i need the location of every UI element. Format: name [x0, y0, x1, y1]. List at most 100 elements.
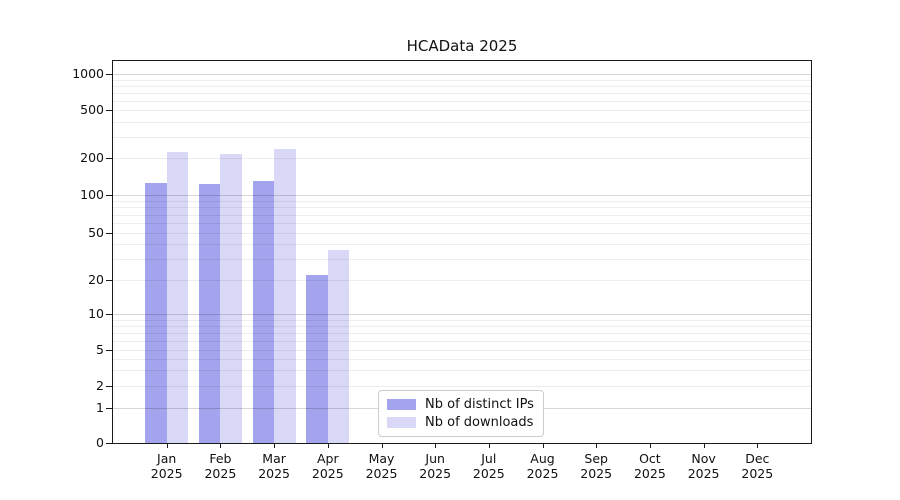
- gridline-minor: [113, 340, 811, 342]
- gridline-major: [113, 195, 811, 196]
- y-tick-mark: [106, 158, 112, 159]
- gridline-minor: [113, 233, 811, 234]
- gridline-minor: [113, 223, 811, 224]
- y-tick-label: 100: [80, 187, 104, 202]
- y-tick-label: 200: [80, 150, 104, 165]
- gridline-minor: [113, 350, 811, 351]
- gridline-minor: [113, 332, 811, 334]
- gridline-minor: [113, 136, 811, 138]
- legend-label: Nb of distinct IPs: [425, 397, 534, 412]
- y-tick-mark: [106, 280, 112, 281]
- y-tick-mark: [106, 314, 112, 315]
- x-tick-month: Jul: [481, 451, 497, 466]
- y-tick-label: 1000: [72, 66, 104, 81]
- gridline-minor: [113, 370, 811, 372]
- x-tick-mark: [166, 444, 168, 448]
- x-tick-label: Nov 2025: [672, 451, 736, 481]
- bar-distinct_ips-apr: [306, 275, 328, 443]
- x-tick-year: 2025: [526, 466, 559, 481]
- legend: Nb of distinct IPs Nb of downloads: [378, 390, 544, 437]
- x-tick-year: 2025: [687, 466, 720, 481]
- x-tick-mark: [703, 444, 705, 448]
- gridline-minor: [113, 110, 811, 111]
- x-tick-year: 2025: [419, 466, 452, 481]
- gridline-minor: [113, 214, 811, 216]
- gridline-minor: [113, 207, 811, 209]
- y-tick-mark: [106, 110, 112, 111]
- y-tick-label: 2: [96, 378, 104, 393]
- y-tick-label: 1: [96, 400, 104, 415]
- x-tick-label: Sep 2025: [564, 451, 628, 481]
- y-tick-label: 50: [88, 225, 104, 240]
- gridline-minor: [113, 121, 811, 123]
- plot-area: Nb of distinct IPs Nb of downloads: [112, 60, 812, 444]
- y-tick-mark: [106, 443, 112, 444]
- legend-item: Nb of distinct IPs: [387, 397, 535, 412]
- x-tick-year: 2025: [633, 466, 666, 481]
- gridline-minor: [113, 259, 811, 261]
- y-tick-mark: [106, 195, 112, 196]
- legend-swatch-distinct_ips: [387, 399, 416, 410]
- x-tick-month: Sep: [584, 451, 608, 466]
- y-tick-label: 5: [96, 342, 104, 357]
- x-tick-month: May: [368, 451, 395, 466]
- x-tick-mark: [220, 444, 222, 448]
- x-tick-month: Jun: [425, 451, 445, 466]
- y-tick-mark: [106, 350, 112, 351]
- x-tick-year: 2025: [365, 466, 398, 481]
- bar-downloads-apr: [327, 249, 350, 443]
- x-tick-year: 2025: [258, 466, 290, 481]
- gridline-minor: [113, 244, 811, 246]
- x-tick-month: Dec: [745, 451, 770, 466]
- y-tick-label: 500: [80, 102, 104, 117]
- y-tick-mark: [106, 74, 112, 75]
- gridline-minor: [113, 358, 811, 360]
- x-tick-label: Aug 2025: [511, 451, 575, 481]
- gridline-minor: [113, 100, 811, 102]
- chart-title: HCAData 2025: [406, 37, 518, 55]
- legend-label: Nb of downloads: [425, 415, 534, 430]
- y-tick-mark: [106, 386, 112, 387]
- x-tick-mark: [649, 444, 651, 448]
- gridline-major: [113, 74, 811, 75]
- x-tick-mark: [596, 444, 598, 448]
- x-tick-month: Feb: [209, 451, 232, 466]
- x-tick-month: Aug: [530, 451, 555, 466]
- x-tick-label: Jan 2025: [135, 451, 199, 481]
- y-tick-label: 20: [88, 272, 104, 287]
- gridline-minor: [113, 200, 811, 202]
- gridline-major: [113, 314, 811, 315]
- x-tick-label: Dec 2025: [725, 451, 789, 481]
- x-tick-mark: [757, 444, 759, 448]
- x-tick-mark: [381, 444, 383, 448]
- x-tick-year: 2025: [311, 466, 344, 481]
- legend-item: Nb of downloads: [387, 415, 535, 430]
- x-tick-mark: [327, 444, 329, 448]
- x-tick-mark: [274, 444, 276, 448]
- y-tick-mark: [106, 408, 112, 409]
- legend-swatch-downloads: [387, 417, 416, 428]
- gridline-minor: [113, 92, 811, 94]
- bar-distinct_ips-mar: [252, 180, 275, 443]
- y-tick-mark: [106, 233, 112, 234]
- x-tick-label: Mar 2025: [242, 451, 306, 481]
- y-tick-label: 10: [88, 306, 104, 321]
- gridline-minor: [113, 386, 811, 387]
- x-tick-month: Nov: [691, 451, 716, 466]
- bar-downloads-feb: [220, 154, 242, 443]
- x-tick-label: Jun 2025: [403, 451, 467, 481]
- gridline-minor: [113, 325, 811, 327]
- x-tick-mark: [435, 444, 437, 448]
- gridline-minor: [113, 280, 811, 281]
- x-tick-year: 2025: [741, 466, 774, 481]
- bar-distinct_ips-jan: [145, 183, 167, 443]
- bar-downloads-jan: [166, 151, 189, 443]
- gridline-minor: [113, 85, 811, 87]
- y-tick-label: 0: [96, 435, 104, 450]
- x-tick-month: Oct: [639, 451, 661, 466]
- x-tick-year: 2025: [472, 466, 505, 481]
- gridline-minor: [113, 79, 811, 81]
- x-tick-label: Jul 2025: [457, 451, 521, 481]
- gridline-minor: [113, 158, 811, 159]
